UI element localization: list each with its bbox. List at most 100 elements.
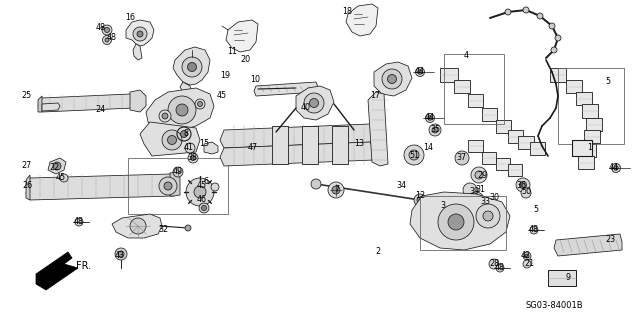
Text: 34: 34 <box>396 181 406 189</box>
Polygon shape <box>410 192 510 250</box>
Text: SG03-84001B: SG03-84001B <box>525 301 583 310</box>
Circle shape <box>168 136 177 145</box>
Polygon shape <box>146 88 214 132</box>
Circle shape <box>130 218 146 234</box>
Text: 44: 44 <box>425 114 435 122</box>
Polygon shape <box>140 122 200 156</box>
Circle shape <box>176 104 188 116</box>
Bar <box>440 68 458 82</box>
Circle shape <box>180 130 188 137</box>
Bar <box>584 130 600 143</box>
Text: 5: 5 <box>605 78 611 86</box>
Bar <box>482 108 497 121</box>
Bar <box>482 152 496 164</box>
Circle shape <box>404 145 424 165</box>
Polygon shape <box>26 174 174 200</box>
Circle shape <box>489 259 499 269</box>
Circle shape <box>426 114 435 122</box>
Text: 43: 43 <box>115 250 125 259</box>
Circle shape <box>191 155 195 160</box>
Circle shape <box>468 192 484 208</box>
Bar <box>468 140 483 152</box>
Text: 29: 29 <box>477 170 487 180</box>
Polygon shape <box>220 142 374 166</box>
Circle shape <box>614 166 618 170</box>
Text: 32: 32 <box>158 226 168 234</box>
Bar <box>586 118 602 131</box>
Circle shape <box>102 25 112 35</box>
Circle shape <box>417 197 423 203</box>
Text: 2: 2 <box>376 248 381 256</box>
Polygon shape <box>554 234 622 256</box>
Text: 3: 3 <box>440 201 445 210</box>
Text: 48: 48 <box>529 226 539 234</box>
Polygon shape <box>220 124 374 148</box>
Circle shape <box>102 35 111 44</box>
Bar <box>468 94 483 107</box>
Circle shape <box>185 143 195 153</box>
Circle shape <box>387 75 397 84</box>
Polygon shape <box>346 4 378 36</box>
Text: 20: 20 <box>240 56 250 64</box>
Bar <box>496 158 510 170</box>
Text: 44: 44 <box>609 164 619 173</box>
Circle shape <box>332 186 340 194</box>
Bar <box>548 270 576 286</box>
Text: 8: 8 <box>184 130 189 138</box>
Circle shape <box>429 124 441 136</box>
Polygon shape <box>374 62 412 96</box>
Text: 21: 21 <box>524 258 534 268</box>
Circle shape <box>195 99 205 109</box>
Polygon shape <box>26 175 30 200</box>
Text: 4: 4 <box>463 50 468 60</box>
Polygon shape <box>42 103 60 111</box>
Circle shape <box>186 178 214 206</box>
Circle shape <box>472 196 480 204</box>
Circle shape <box>173 167 183 177</box>
Polygon shape <box>126 20 154 46</box>
Text: 13: 13 <box>354 138 364 147</box>
Bar <box>582 104 598 118</box>
Circle shape <box>188 153 198 163</box>
Bar <box>128 158 228 214</box>
Bar <box>578 156 594 169</box>
Circle shape <box>188 63 196 71</box>
Circle shape <box>432 127 438 133</box>
Circle shape <box>516 178 530 192</box>
Circle shape <box>162 130 182 150</box>
Text: 45: 45 <box>197 181 207 189</box>
Circle shape <box>611 164 621 173</box>
Text: 44: 44 <box>415 68 425 77</box>
Text: 50: 50 <box>521 188 531 197</box>
Circle shape <box>496 264 504 272</box>
Polygon shape <box>112 214 162 238</box>
Circle shape <box>471 167 487 183</box>
Circle shape <box>521 188 531 198</box>
Circle shape <box>549 23 555 29</box>
Text: 19: 19 <box>220 70 230 79</box>
Text: 1: 1 <box>588 144 593 152</box>
Text: 48: 48 <box>107 33 117 41</box>
Text: 33: 33 <box>480 197 490 206</box>
Circle shape <box>199 203 209 213</box>
Text: 48: 48 <box>74 218 84 226</box>
Circle shape <box>168 96 196 124</box>
Text: 31: 31 <box>475 186 485 195</box>
Text: 26: 26 <box>22 181 32 189</box>
Text: 14: 14 <box>423 144 433 152</box>
Text: 48: 48 <box>96 23 106 32</box>
Polygon shape <box>48 158 66 174</box>
Polygon shape <box>180 82 192 96</box>
Text: 17: 17 <box>370 91 380 100</box>
Bar <box>332 126 348 164</box>
Text: 49: 49 <box>173 167 183 176</box>
Polygon shape <box>130 90 146 112</box>
Text: 10: 10 <box>250 76 260 85</box>
Text: 24: 24 <box>95 106 105 115</box>
Circle shape <box>115 248 127 260</box>
Text: 48: 48 <box>495 263 505 272</box>
Text: 22: 22 <box>50 162 60 172</box>
Text: 51: 51 <box>409 151 419 160</box>
Polygon shape <box>133 44 142 60</box>
Bar <box>580 144 596 157</box>
